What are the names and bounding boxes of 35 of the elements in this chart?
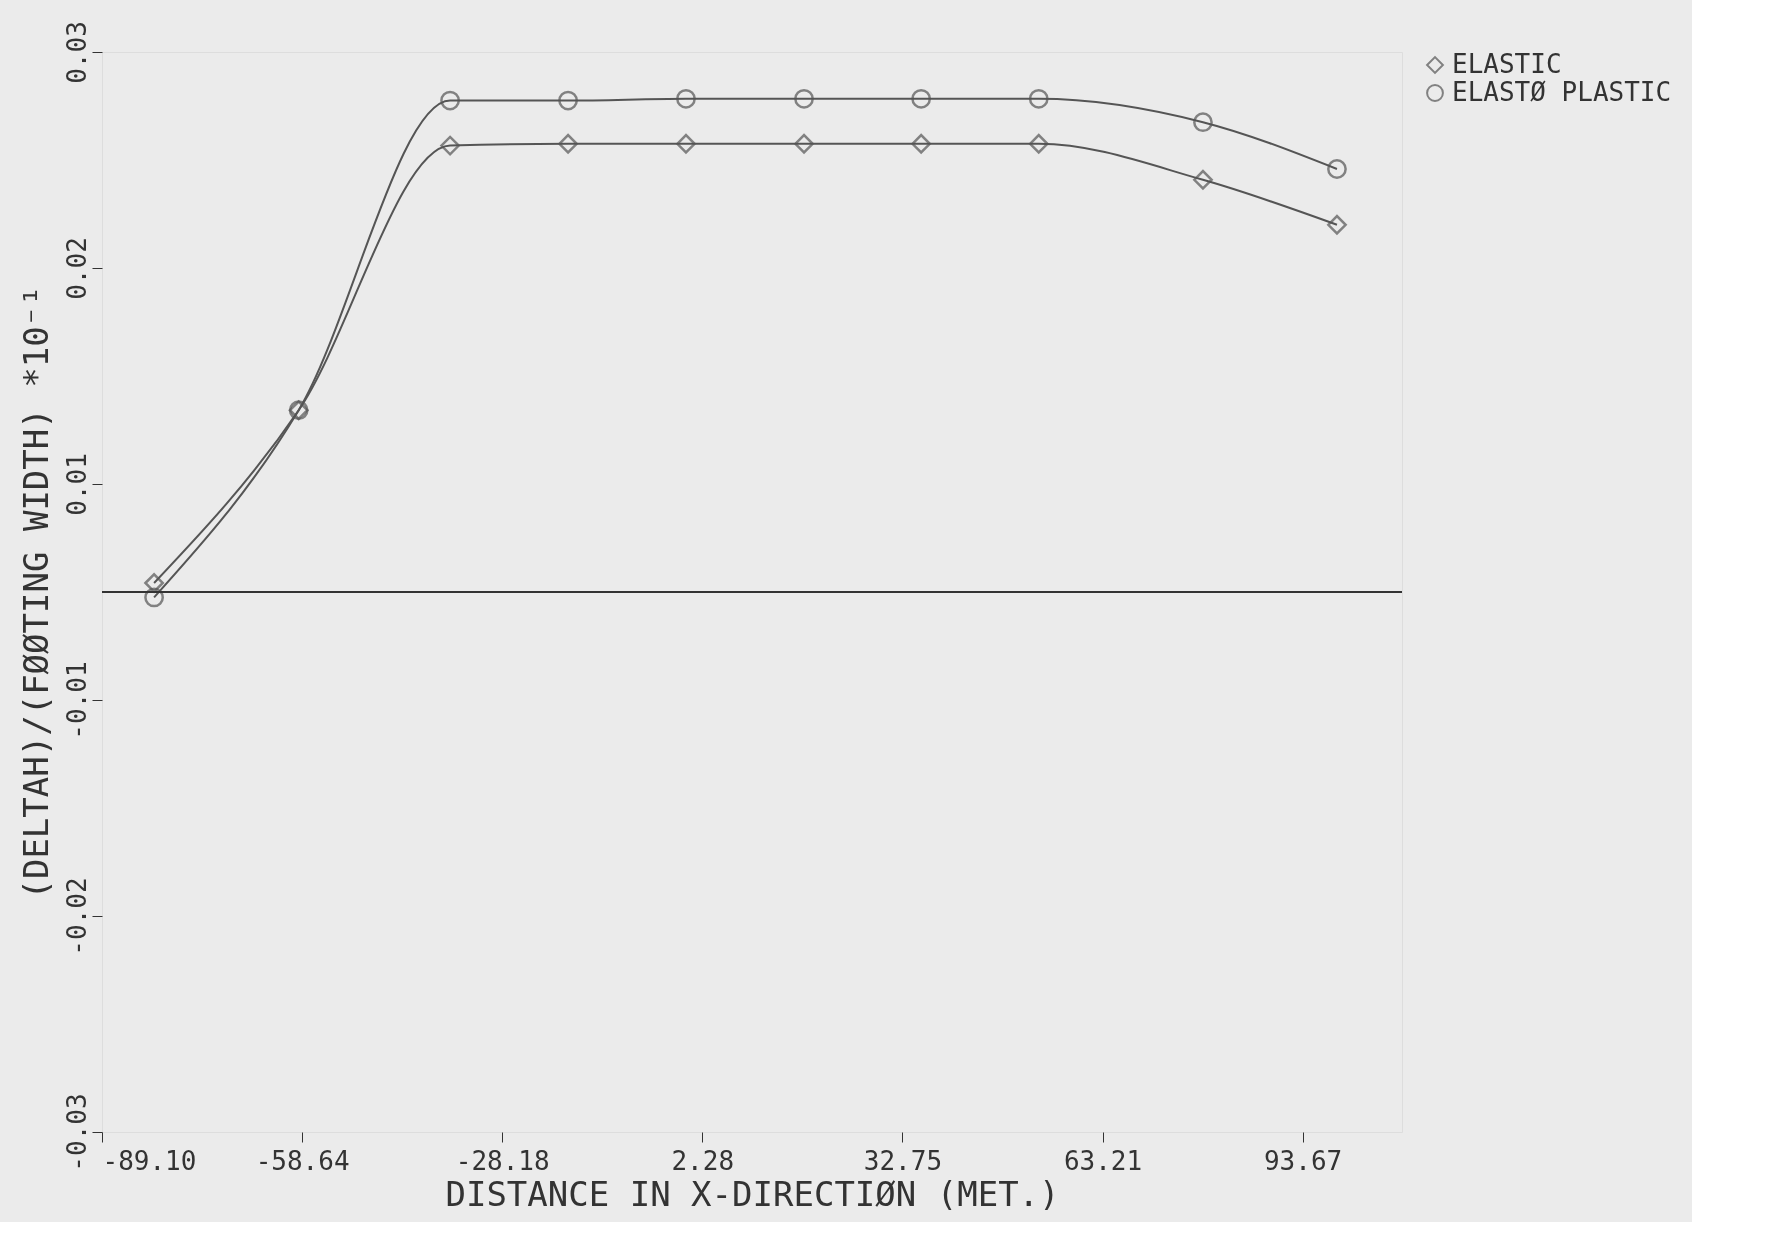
- point: [440, 135, 460, 156]
- point: [440, 90, 460, 111]
- legend-label: ELASTIC: [1452, 49, 1562, 79]
- x-axis-title: DISTANCE IN X-DIRECTIØN (MET.): [445, 1173, 1060, 1214]
- point: [558, 133, 578, 154]
- point: [911, 133, 932, 154]
- point: [794, 88, 814, 109]
- y-tick-label: 0.01: [61, 453, 92, 516]
- point: [1193, 169, 1213, 190]
- x-tick-label: 93.67: [1263, 1145, 1343, 1176]
- point: [1327, 214, 1347, 235]
- point: [676, 88, 696, 109]
- point: [144, 587, 164, 608]
- x-tick-label: -28.18: [455, 1145, 550, 1176]
- point: [558, 90, 578, 111]
- point: [1327, 159, 1347, 179]
- point: [1028, 88, 1049, 109]
- x-tick-label: -58.64: [255, 1145, 350, 1176]
- y-tick-label: -0.01: [61, 661, 92, 740]
- point: [676, 133, 696, 154]
- point: [794, 133, 814, 154]
- y-tick-label: 0.03: [61, 21, 92, 84]
- x-tick-label: 63.21: [1063, 1145, 1143, 1176]
- legend-label: ELASTØ PLASTIC: [1452, 77, 1672, 107]
- point: [911, 88, 932, 109]
- y-tick-label: -0.03: [61, 1093, 92, 1172]
- x-tick-label: -89.10: [102, 1145, 197, 1176]
- y-tick-label: -0.02: [61, 877, 92, 956]
- x-tick-label: 2.28: [671, 1145, 735, 1176]
- point: [144, 573, 164, 593]
- point: [1193, 112, 1213, 133]
- y-tick-label: 0.02: [61, 237, 92, 300]
- point: [1028, 133, 1049, 154]
- y-axis-title: (DELTAH)/(FØØTING WIDTH) *10⁻¹: [15, 285, 56, 900]
- x-tick-label: 32.75: [863, 1145, 943, 1176]
